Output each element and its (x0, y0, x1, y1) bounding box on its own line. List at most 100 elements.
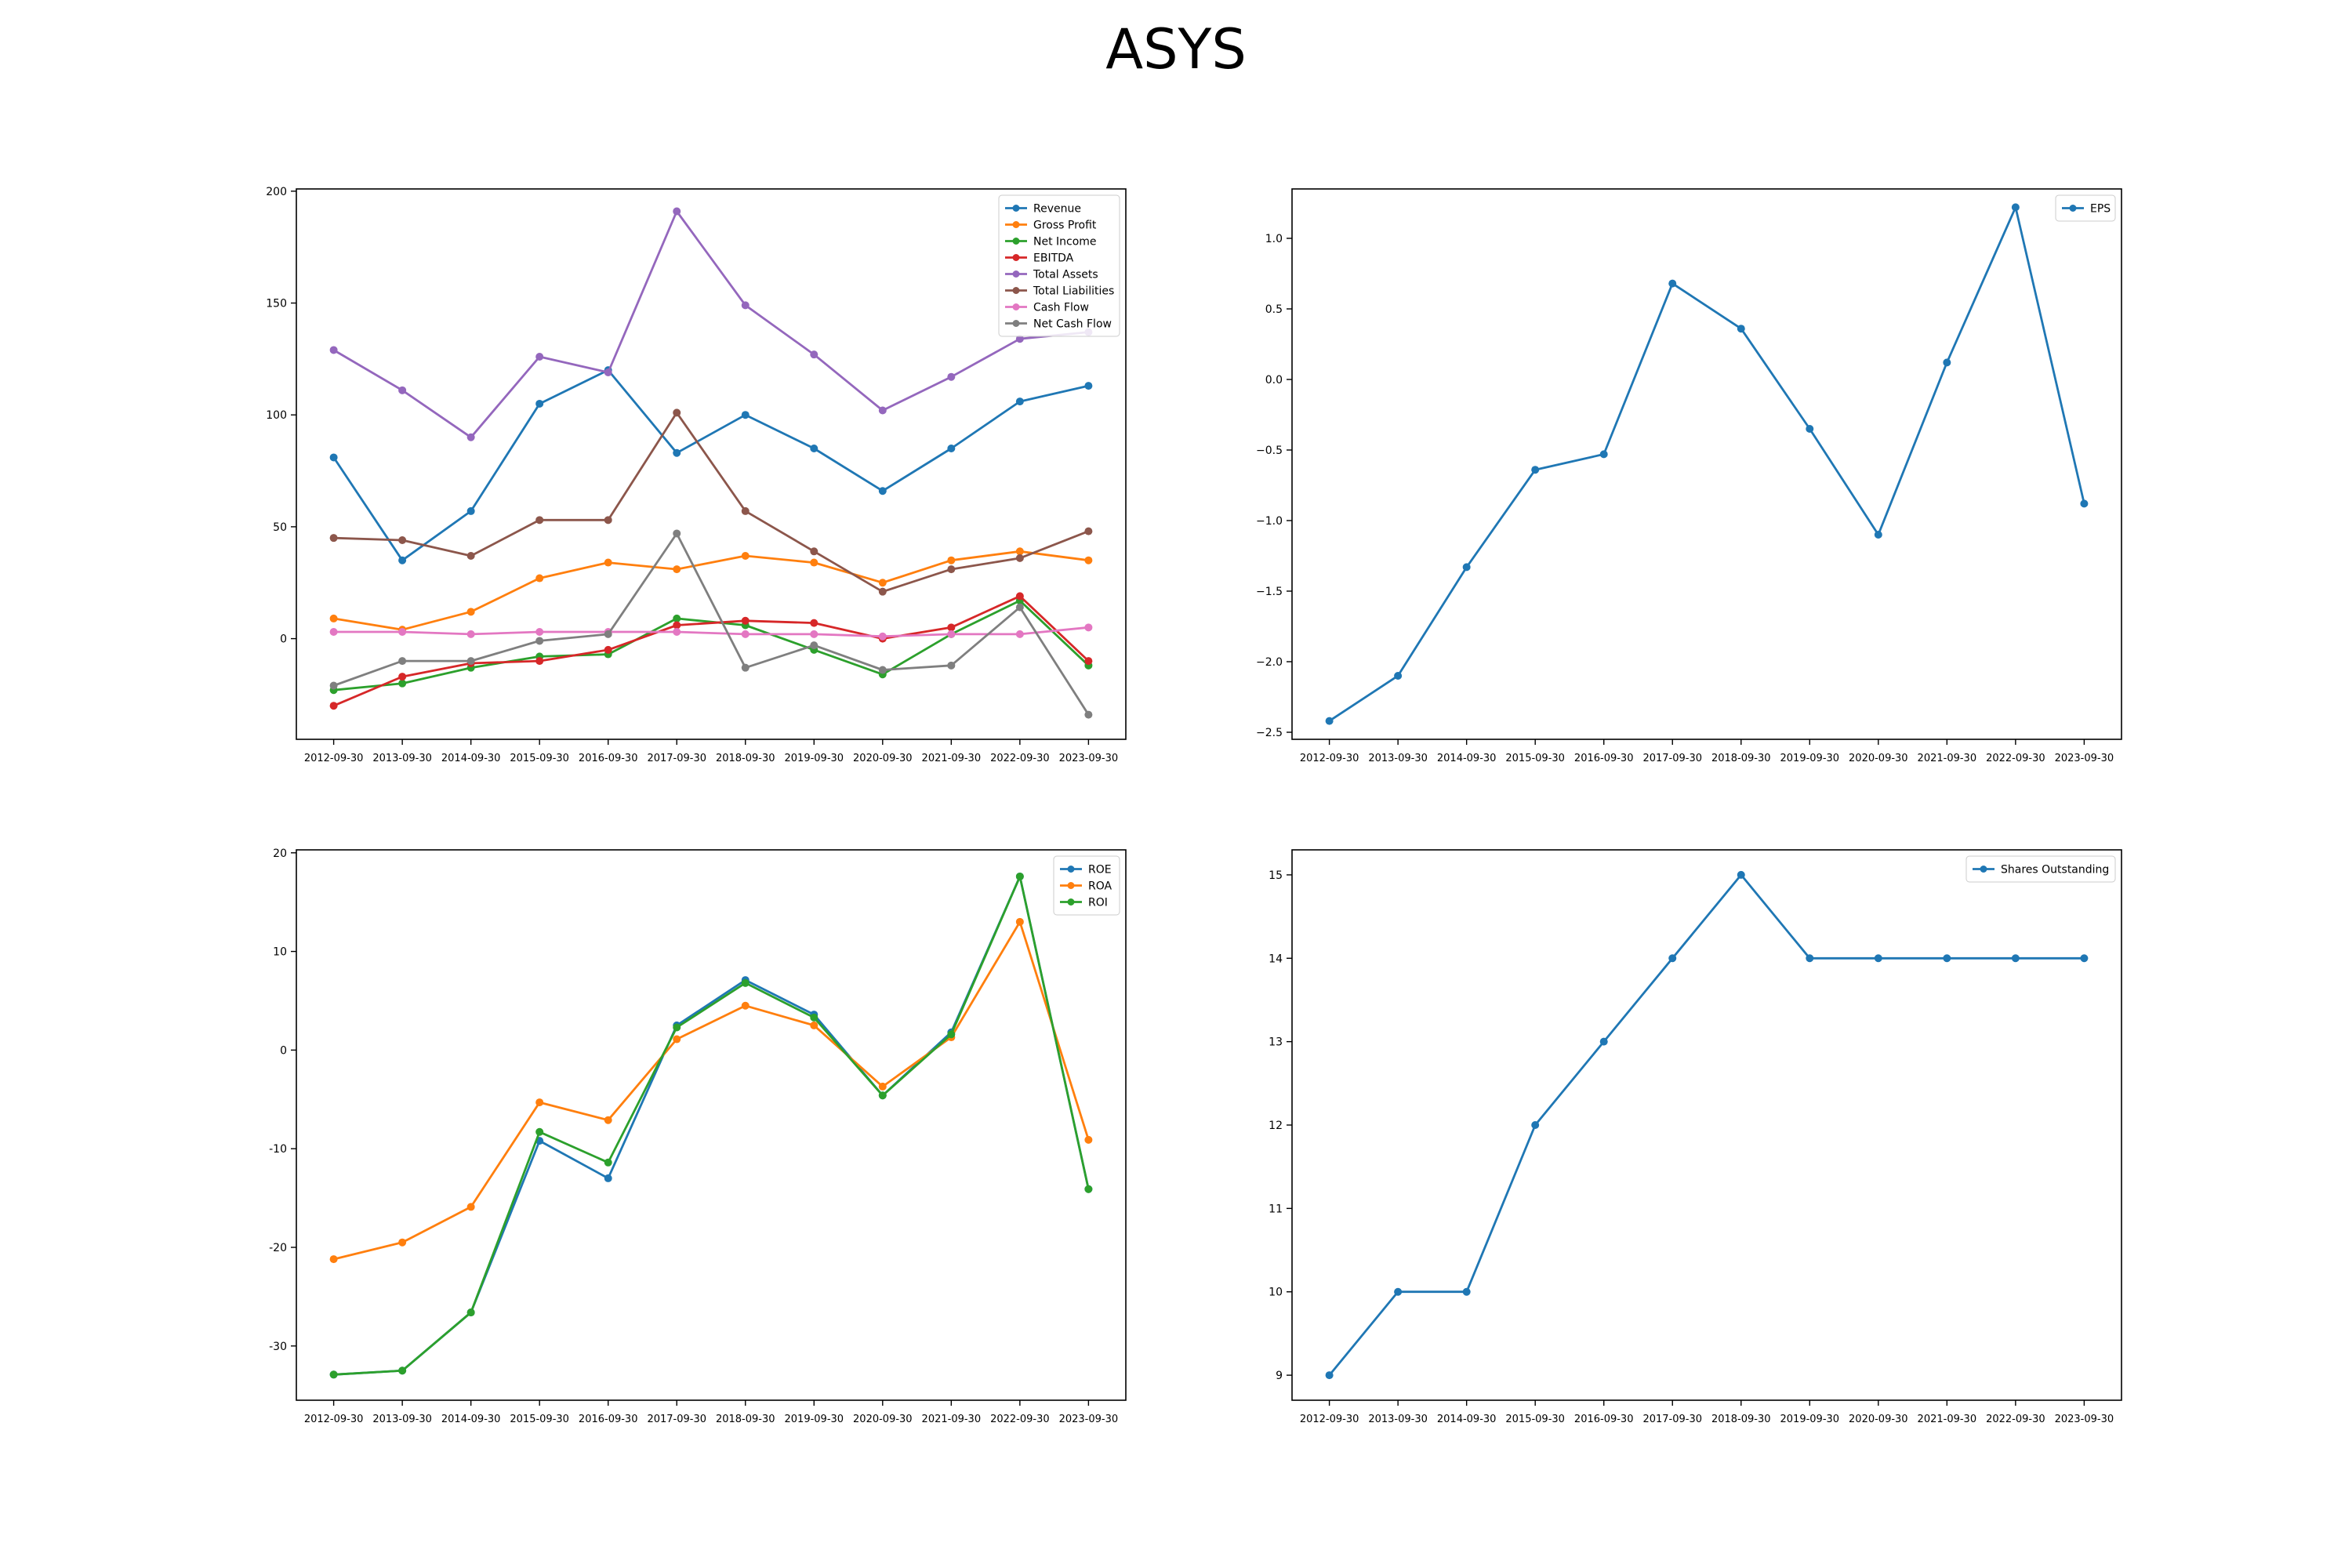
data-point (466, 1203, 475, 1211)
legend-label: Net Cash Flow (1033, 318, 1112, 331)
figure-title: ASYS (1105, 17, 1247, 82)
data-point (741, 506, 750, 515)
x-tick-label: 2018-09-30 (1711, 1414, 1771, 1425)
x-tick-label: 2020-09-30 (1849, 1414, 1908, 1425)
data-point (398, 1238, 407, 1247)
data-point (947, 630, 956, 638)
data-point (878, 1091, 887, 1100)
data-point (673, 448, 681, 457)
data-point (1084, 1135, 1093, 1144)
data-point (1084, 556, 1093, 564)
y-tick-label: −1.5 (1256, 586, 1283, 598)
data-point (878, 579, 887, 587)
data-point (604, 516, 612, 524)
legend-box (1965, 855, 2116, 883)
plot-frame (296, 849, 1127, 1401)
x-tick-label: 2015-09-30 (510, 1414, 569, 1425)
legend-box (998, 194, 1120, 337)
y-tick-label: 100 (266, 409, 287, 422)
x-tick-label: 2014-09-30 (441, 753, 501, 764)
data-point (1394, 1287, 1403, 1296)
data-point (673, 408, 681, 417)
legend-marker (1012, 254, 1020, 261)
chart-panel-shares-outstanding: 2012-09-30 2013-09-30 2014-09-30 2015-09-30… (1269, 849, 2122, 1425)
legend-marker (1012, 303, 1020, 310)
data-point (810, 641, 818, 650)
series-line (333, 412, 1089, 593)
y-tick-label: 9 (1276, 1370, 1283, 1382)
legend-marker (1012, 205, 1020, 212)
x-tick-label: 2022-09-30 (990, 1414, 1050, 1425)
data-point (1599, 450, 1608, 459)
y-tick-label: 14 (1269, 953, 1283, 965)
x-tick-label: 2022-09-30 (990, 753, 1050, 764)
legend-label: ROE (1088, 864, 1112, 877)
plot-frame (1291, 849, 2122, 1401)
data-point (1462, 1287, 1471, 1296)
x-tick-label: 2012-09-30 (304, 1414, 364, 1425)
data-point (466, 630, 475, 638)
x-tick-label: 2020-09-30 (853, 753, 913, 764)
legend-label: Shares Outstanding (2001, 864, 2109, 877)
chart-panel-financials: 2012-09-30 2013-09-30 2014-09-30 2015-09-30… (266, 186, 1127, 764)
data-point (1943, 358, 1951, 367)
legend-marker (1067, 882, 1075, 889)
series-gross-profit (329, 547, 1093, 634)
y-tick-label: −0.5 (1256, 445, 1283, 457)
data-point (466, 657, 475, 666)
x-tick-label: 2023-09-30 (2055, 1414, 2114, 1425)
data-point (604, 1174, 612, 1182)
data-point (1084, 527, 1093, 535)
data-point (329, 1255, 338, 1264)
x-tick-label: 2014-09-30 (1437, 753, 1497, 764)
y-tick-label: 12 (1269, 1120, 1283, 1132)
data-point (673, 207, 681, 216)
plot-frame (1291, 188, 2122, 740)
y-tick-label: 11 (1269, 1203, 1283, 1215)
x-tick-label: 2021-09-30 (922, 1414, 982, 1425)
series-line (333, 626, 1089, 638)
y-tick-label: −2.5 (1256, 727, 1283, 739)
legend-label: EPS (2090, 203, 2111, 216)
y-tick-label: −1.0 (1256, 515, 1283, 528)
data-point (604, 558, 612, 567)
series-net-cash-flow (329, 529, 1093, 719)
series-revenue (329, 366, 1093, 564)
data-point (398, 1367, 407, 1375)
data-point (535, 1098, 544, 1107)
data-point (604, 368, 612, 376)
legend-marker (1067, 866, 1075, 873)
data-point (535, 399, 544, 408)
data-point (1015, 397, 1024, 406)
data-point (1015, 547, 1024, 556)
data-point (673, 614, 681, 622)
y-tick-label: 1.0 (1265, 233, 1283, 245)
data-point (329, 453, 338, 462)
x-tick-label: 2015-09-30 (510, 753, 569, 764)
data-point (1874, 531, 1882, 539)
x-tick-label: 2015-09-30 (1505, 1414, 1565, 1425)
x-tick-label: 2017-09-30 (1642, 753, 1702, 764)
x-tick-label: 2021-09-30 (1918, 753, 1977, 764)
legend-marker (1012, 287, 1020, 294)
x-tick-label: 2014-09-30 (441, 1414, 501, 1425)
data-point (535, 574, 544, 583)
data-point (810, 619, 818, 627)
data-point (878, 487, 887, 495)
data-point (1943, 954, 1951, 963)
data-point (1015, 603, 1024, 612)
data-point (2080, 499, 2089, 508)
legend-marker (2069, 205, 2077, 212)
series-line (333, 875, 1090, 1376)
data-point (947, 1030, 956, 1039)
data-point (947, 372, 956, 381)
x-tick-label: 2022-09-30 (1986, 1414, 2045, 1425)
data-point (466, 506, 475, 515)
data-point (1015, 335, 1024, 343)
plot-frame (296, 188, 1127, 740)
data-point (741, 1001, 750, 1010)
x-tick-label: 2016-09-30 (579, 753, 638, 764)
data-point (810, 1021, 818, 1029)
x-tick-label: 2016-09-30 (1574, 753, 1634, 764)
data-point (1462, 563, 1471, 572)
